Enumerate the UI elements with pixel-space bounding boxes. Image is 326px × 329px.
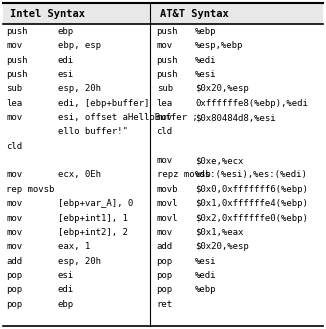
Text: %esi: %esi <box>195 70 216 79</box>
Text: [ebp+var_A], 0: [ebp+var_A], 0 <box>58 199 133 208</box>
Text: ello buffer!": ello buffer!" <box>58 127 127 137</box>
Text: edi: edi <box>58 285 74 294</box>
Text: push: push <box>7 27 28 36</box>
Text: %ebp: %ebp <box>195 285 216 294</box>
Text: mov: mov <box>7 228 22 237</box>
Text: mov: mov <box>7 199 22 208</box>
Text: mov: mov <box>156 156 173 165</box>
Text: Intel Syntax: Intel Syntax <box>10 9 85 19</box>
Text: $0xe,%ecx: $0xe,%ecx <box>195 156 243 165</box>
Text: push: push <box>156 56 178 64</box>
Text: pop: pop <box>156 271 173 280</box>
Text: $0x1,0xffffffe4(%ebp): $0x1,0xffffffe4(%ebp) <box>195 199 308 208</box>
Text: mov: mov <box>156 41 173 50</box>
Text: $0x20,%esp: $0x20,%esp <box>195 242 249 251</box>
Text: [ebp+int2], 2: [ebp+int2], 2 <box>58 228 127 237</box>
Text: sub: sub <box>156 84 173 93</box>
Text: %esi: %esi <box>195 257 216 266</box>
Text: %esp,%ebp: %esp,%ebp <box>195 41 243 50</box>
Text: lea: lea <box>156 99 173 108</box>
Text: 0xffffffe8(%ebp),%edi: 0xffffffe8(%ebp),%edi <box>195 99 308 108</box>
Text: esi, offset aHelloBuffer ;: esi, offset aHelloBuffer ; <box>58 113 197 122</box>
Text: esp, 20h: esp, 20h <box>58 257 101 266</box>
Text: edi: edi <box>58 56 74 64</box>
Text: $0x80484d8,%esi: $0x80484d8,%esi <box>195 113 275 122</box>
Text: add: add <box>156 242 173 251</box>
Text: repz movsb: repz movsb <box>156 170 210 180</box>
Text: push: push <box>7 56 28 64</box>
Text: mov: mov <box>7 214 22 222</box>
Text: %edi: %edi <box>195 56 216 64</box>
Bar <box>3 3 323 24</box>
Text: esi: esi <box>58 70 74 79</box>
Text: ebp, esp: ebp, esp <box>58 41 101 50</box>
Text: ret: ret <box>156 300 173 309</box>
Text: cld: cld <box>7 142 22 151</box>
Text: pop: pop <box>7 285 22 294</box>
Text: lea: lea <box>7 99 22 108</box>
Text: movl: movl <box>156 214 178 222</box>
Text: pop: pop <box>156 285 173 294</box>
Text: mov: mov <box>7 242 22 251</box>
Text: $0x1,%eax: $0x1,%eax <box>195 228 243 237</box>
Text: AT&T Syntax: AT&T Syntax <box>160 9 229 19</box>
Text: $0x2,0xffffffe0(%ebp): $0x2,0xffffffe0(%ebp) <box>195 214 308 222</box>
Text: cld: cld <box>156 127 173 137</box>
Text: movl: movl <box>156 199 178 208</box>
Text: %edi: %edi <box>195 271 216 280</box>
Text: $0x0,0xfffffff6(%ebp): $0x0,0xfffffff6(%ebp) <box>195 185 308 194</box>
Text: add: add <box>7 257 22 266</box>
Text: [ebp+int1], 1: [ebp+int1], 1 <box>58 214 127 222</box>
Text: pop: pop <box>7 271 22 280</box>
Text: push: push <box>156 27 178 36</box>
Text: ebp: ebp <box>58 300 74 309</box>
Text: push: push <box>7 70 28 79</box>
Text: ebp: ebp <box>58 27 74 36</box>
Text: movb: movb <box>156 185 178 194</box>
Text: rep movsb: rep movsb <box>7 185 55 194</box>
Text: edi, [ebp+buffer]: edi, [ebp+buffer] <box>58 99 149 108</box>
Text: mov: mov <box>7 41 22 50</box>
Text: mov: mov <box>7 170 22 180</box>
Text: mov: mov <box>156 228 173 237</box>
Text: mov: mov <box>7 113 22 122</box>
Text: eax, 1: eax, 1 <box>58 242 90 251</box>
Text: sub: sub <box>7 84 22 93</box>
Text: push: push <box>156 70 178 79</box>
Text: ecx, 0Eh: ecx, 0Eh <box>58 170 101 180</box>
Text: pop: pop <box>156 257 173 266</box>
Text: mov: mov <box>156 113 173 122</box>
Text: %ds:(%esi),%es:(%edi): %ds:(%esi),%es:(%edi) <box>195 170 308 180</box>
Text: esp, 20h: esp, 20h <box>58 84 101 93</box>
Text: esi: esi <box>58 271 74 280</box>
Text: pop: pop <box>7 300 22 309</box>
Text: $0x20,%esp: $0x20,%esp <box>195 84 249 93</box>
Text: %ebp: %ebp <box>195 27 216 36</box>
